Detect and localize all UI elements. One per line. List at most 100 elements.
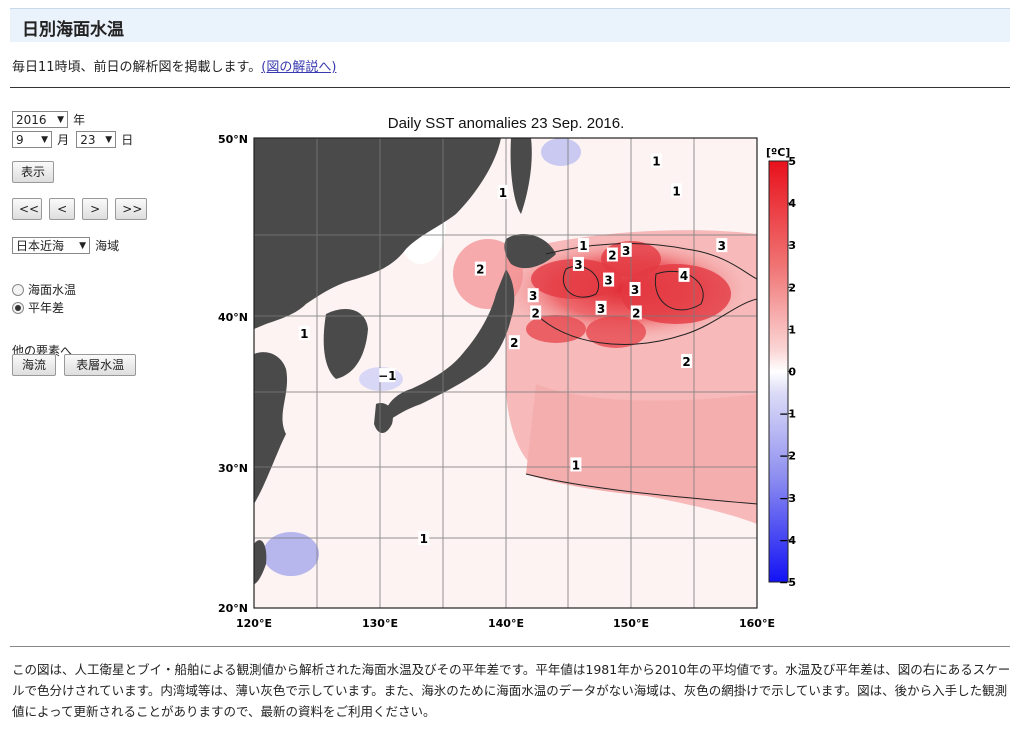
contour-label: 1 (420, 532, 428, 546)
contour-label: 3 (631, 283, 639, 297)
contour-label-box (620, 242, 632, 257)
map-title: Daily SST anomalies 23 Sep. 2016. (388, 115, 625, 132)
land-honshu (384, 269, 515, 422)
day-select[interactable]: 23 ▼ (76, 131, 117, 148)
last-button[interactable]: >> (115, 198, 148, 220)
month-select[interactable]: 9 ▼ (12, 131, 52, 148)
region-label: 海域 (95, 239, 120, 253)
cool-patch-north (541, 138, 581, 166)
year-value: 2016 (16, 113, 47, 127)
land-korea (323, 309, 368, 379)
radio-sst-label: 海面水温 (28, 283, 77, 297)
chevron-down-icon: ▼ (41, 135, 48, 145)
contour-label-box (630, 305, 642, 320)
colorbar-tick-label: −3 (779, 492, 796, 505)
contour-label-box (671, 183, 683, 198)
contour-label: 3 (597, 302, 605, 316)
contour-label-box (629, 281, 641, 296)
contour-label: 2 (608, 249, 616, 263)
subsurface-temp-button[interactable]: 表層水温 (64, 354, 137, 376)
hotspot-3d (586, 316, 646, 348)
show-button[interactable]: 表示 (12, 161, 54, 183)
radio-anomaly[interactable]: 平年差 (12, 297, 64, 316)
colorbar-tick-label: 4 (788, 197, 796, 210)
nav-row: << < > >> (12, 198, 148, 220)
other-row: 海流 表層水温 (12, 354, 137, 376)
contour-label: 2 (476, 263, 484, 277)
land-sakhalin (510, 138, 532, 214)
map-frame (253, 137, 758, 609)
contour-label: 1 (499, 186, 507, 200)
explanation-link[interactable]: (図の解説へ) (261, 60, 337, 75)
colorbar-tick-label: 0 (788, 366, 796, 379)
contour-label-box (572, 256, 584, 271)
first-button[interactable]: << (12, 198, 42, 220)
contour-label-box (508, 335, 520, 350)
lon-label-160: 160°E (739, 617, 775, 630)
contour-label-box (603, 272, 615, 287)
land-china-coast (254, 352, 288, 504)
lat-label-20: 20°N (218, 602, 248, 615)
colorbar-tick-label: 3 (788, 239, 796, 252)
contour-label: 3 (529, 289, 537, 303)
contour-label: −1 (378, 369, 396, 383)
radio-anomaly-label: 平年差 (28, 301, 65, 315)
radio-sst[interactable]: 海面水温 (12, 279, 76, 298)
day-value: 23 (80, 133, 96, 147)
colorbar-tick-label: −4 (779, 534, 796, 547)
colorbar-tick-label: 1 (788, 323, 796, 336)
contour-label: 4 (680, 269, 688, 283)
contour-label: 2 (682, 355, 690, 369)
colorbar-tick-label: −5 (779, 576, 796, 589)
radio-anomaly-circle[interactable] (12, 301, 24, 314)
next-button[interactable]: > (82, 198, 109, 220)
lon-label-150: 150°E (613, 617, 649, 630)
month-value: 9 (16, 133, 24, 147)
contour-label: 1 (572, 458, 580, 472)
colorbar-ticks: 5 4 3 2 1 0 −1 −2 −3 −4 −5 (779, 155, 796, 589)
lon-label-130: 130°E (362, 617, 398, 630)
contour-label-box (379, 368, 396, 383)
chevron-down-icon: ▼ (79, 241, 86, 251)
year-row: 2016 ▼ 年 (12, 109, 85, 128)
land-hokkaido (504, 234, 556, 269)
contour-label-box (497, 184, 509, 199)
footer-text: この図は、人工衛星とブイ・船舶による観測値から解析された海面水温及びその平年差で… (12, 662, 1011, 719)
month-day-row: 9 ▼ 月 23 ▼ 日 (12, 129, 133, 148)
contour-label-box (418, 531, 430, 546)
contour-label-box (716, 238, 728, 253)
contour-label: 2 (632, 306, 640, 320)
land-taiwan (254, 540, 267, 584)
contour-label: 3 (604, 274, 612, 288)
current-button[interactable]: 海流 (12, 354, 56, 376)
lat-label-30: 30°N (218, 462, 248, 475)
contour-label-box (570, 457, 582, 472)
colorbar-unit: [ºC] (766, 146, 790, 159)
prev-button[interactable]: < (49, 198, 76, 220)
lon-label-140: 140°E (488, 617, 524, 630)
radio-sst-circle[interactable] (12, 283, 24, 296)
contour-label-box (577, 238, 589, 253)
contour-label: 2 (532, 306, 540, 320)
region-select[interactable]: 日本近海 ▼ (12, 237, 90, 254)
year-select[interactable]: 2016 ▼ (12, 111, 68, 128)
bottom-divider (10, 646, 1010, 647)
contour-label-box (606, 247, 618, 262)
contour-label: 3 (574, 258, 582, 272)
contour-label: 1 (672, 184, 680, 198)
land-asia-north (254, 138, 501, 329)
contour-label-box (474, 261, 486, 276)
colorbar-tick-label: 2 (788, 281, 796, 294)
contour-label-box (678, 267, 690, 282)
show-row: 表示 (12, 161, 54, 183)
lat-label-50: 50°N (218, 133, 248, 146)
contour-label-box (527, 288, 539, 303)
contour-label: 2 (510, 336, 518, 350)
map-gridlines (254, 138, 757, 608)
chevron-down-icon: ▼ (57, 115, 64, 125)
contour-label: 1 (579, 239, 587, 253)
contour-label-box (530, 305, 542, 320)
region-row: 日本近海 ▼ 海域 (12, 235, 119, 254)
